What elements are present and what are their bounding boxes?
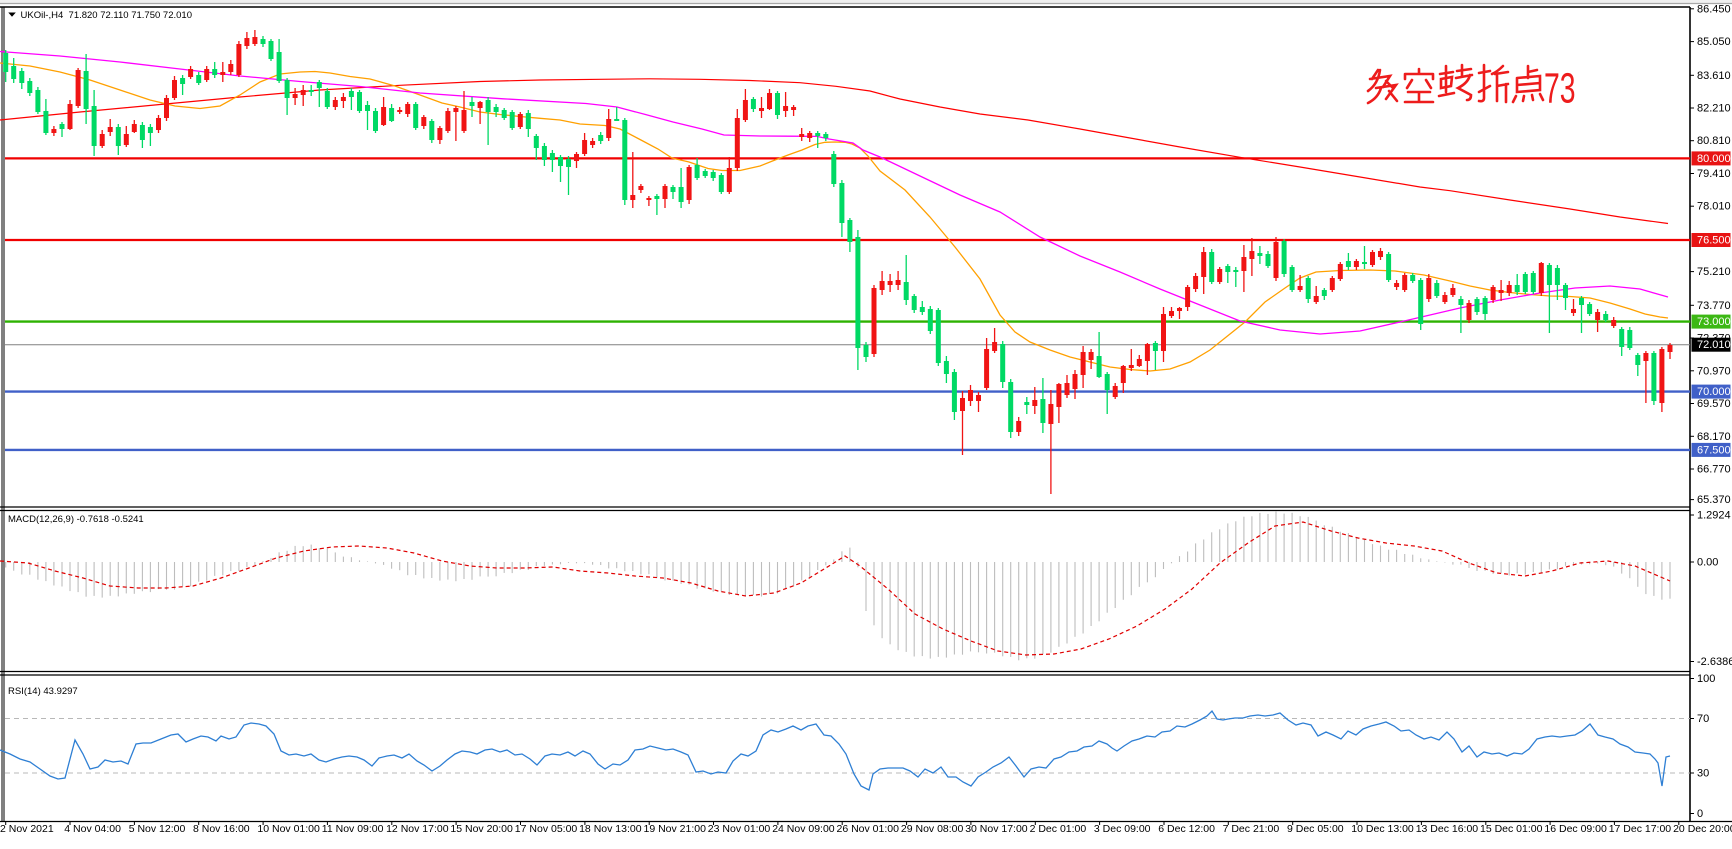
svg-text:15 Nov 20:00: 15 Nov 20:00	[450, 823, 513, 835]
svg-text:8 Nov 16:00: 8 Nov 16:00	[193, 823, 250, 835]
svg-text:73.000: 73.000	[1697, 316, 1731, 328]
svg-text:6 Dec 12:00: 6 Dec 12:00	[1158, 823, 1215, 835]
svg-text:65.370: 65.370	[1697, 494, 1731, 506]
svg-text:80.810: 80.810	[1697, 135, 1731, 147]
svg-text:67.500: 67.500	[1697, 444, 1731, 456]
svg-text:29 Nov 08:00: 29 Nov 08:00	[901, 823, 964, 835]
svg-text:0.00: 0.00	[1697, 557, 1718, 569]
svg-text:9 Dec 05:00: 9 Dec 05:00	[1287, 823, 1344, 835]
svg-text:23 Nov 01:00: 23 Nov 01:00	[708, 823, 771, 835]
svg-text:2 Dec 01:00: 2 Dec 01:00	[1030, 823, 1087, 835]
svg-text:10 Nov 01:00: 10 Nov 01:00	[257, 823, 320, 835]
svg-text:17 Nov 05:00: 17 Nov 05:00	[515, 823, 578, 835]
svg-text:70: 70	[1697, 713, 1709, 725]
svg-text:12 Nov 17:00: 12 Nov 17:00	[386, 823, 449, 835]
svg-text:69.570: 69.570	[1697, 398, 1731, 410]
svg-text:26 Nov 01:00: 26 Nov 01:00	[837, 823, 900, 835]
svg-text:RSI(14) 43.9297: RSI(14) 43.9297	[8, 686, 78, 697]
svg-text:7 Dec 21:00: 7 Dec 21:00	[1223, 823, 1280, 835]
svg-text:20 Dec 20:00: 20 Dec 20:00	[1673, 823, 1732, 835]
svg-text:75.210: 75.210	[1697, 266, 1731, 278]
svg-text:79.410: 79.410	[1697, 168, 1731, 180]
svg-text:4 Nov 04:00: 4 Nov 04:00	[64, 823, 121, 835]
svg-text:80.000: 80.000	[1697, 153, 1731, 165]
svg-text:3 Dec 09:00: 3 Dec 09:00	[1094, 823, 1151, 835]
svg-text:70.000: 70.000	[1697, 386, 1731, 398]
svg-text:72.010: 72.010	[1697, 339, 1731, 351]
svg-text:13 Dec 16:00: 13 Dec 16:00	[1416, 823, 1479, 835]
svg-text:68.170: 68.170	[1697, 431, 1731, 443]
svg-text:19 Nov 21:00: 19 Nov 21:00	[644, 823, 707, 835]
svg-text:15 Dec 01:00: 15 Dec 01:00	[1480, 823, 1543, 835]
svg-text:30 Nov 17:00: 30 Nov 17:00	[965, 823, 1028, 835]
svg-text:10 Dec 13:00: 10 Dec 13:00	[1351, 823, 1414, 835]
svg-text:UKOil-,H4 71.820 72.110 71.75: UKOil-,H4 71.820 72.110 71.750 72.010	[21, 10, 192, 21]
svg-text:17 Dec 17:00: 17 Dec 17:00	[1609, 823, 1672, 835]
svg-text:24 Nov 09:00: 24 Nov 09:00	[772, 823, 835, 835]
svg-text:5 Nov 12:00: 5 Nov 12:00	[129, 823, 186, 835]
svg-text:73: 73	[1544, 64, 1576, 112]
svg-text:30: 30	[1697, 768, 1709, 780]
svg-text:MACD(12,26,9) -0.7618 -0.5241: MACD(12,26,9) -0.7618 -0.5241	[8, 514, 144, 525]
svg-text:100: 100	[1697, 673, 1715, 685]
svg-text:85.050: 85.050	[1697, 36, 1731, 48]
svg-text:82.210: 82.210	[1697, 103, 1731, 115]
svg-text:70.970: 70.970	[1697, 365, 1731, 377]
svg-text:86.450: 86.450	[1697, 3, 1731, 15]
svg-text:16 Dec 09:00: 16 Dec 09:00	[1544, 823, 1607, 835]
svg-text:11 Nov 09:00: 11 Nov 09:00	[322, 823, 384, 835]
svg-text:78.010: 78.010	[1697, 201, 1731, 213]
svg-text:2 Nov 2021: 2 Nov 2021	[0, 823, 54, 835]
svg-text:73.770: 73.770	[1697, 300, 1731, 312]
svg-text:18 Nov 13:00: 18 Nov 13:00	[579, 823, 642, 835]
svg-text:-2.6386: -2.6386	[1697, 656, 1732, 668]
svg-text:0: 0	[1697, 808, 1703, 820]
svg-text:83.610: 83.610	[1697, 70, 1731, 82]
svg-text:1.2924: 1.2924	[1697, 510, 1731, 522]
svg-text:76.500: 76.500	[1697, 235, 1731, 247]
svg-text:66.770: 66.770	[1697, 464, 1731, 476]
